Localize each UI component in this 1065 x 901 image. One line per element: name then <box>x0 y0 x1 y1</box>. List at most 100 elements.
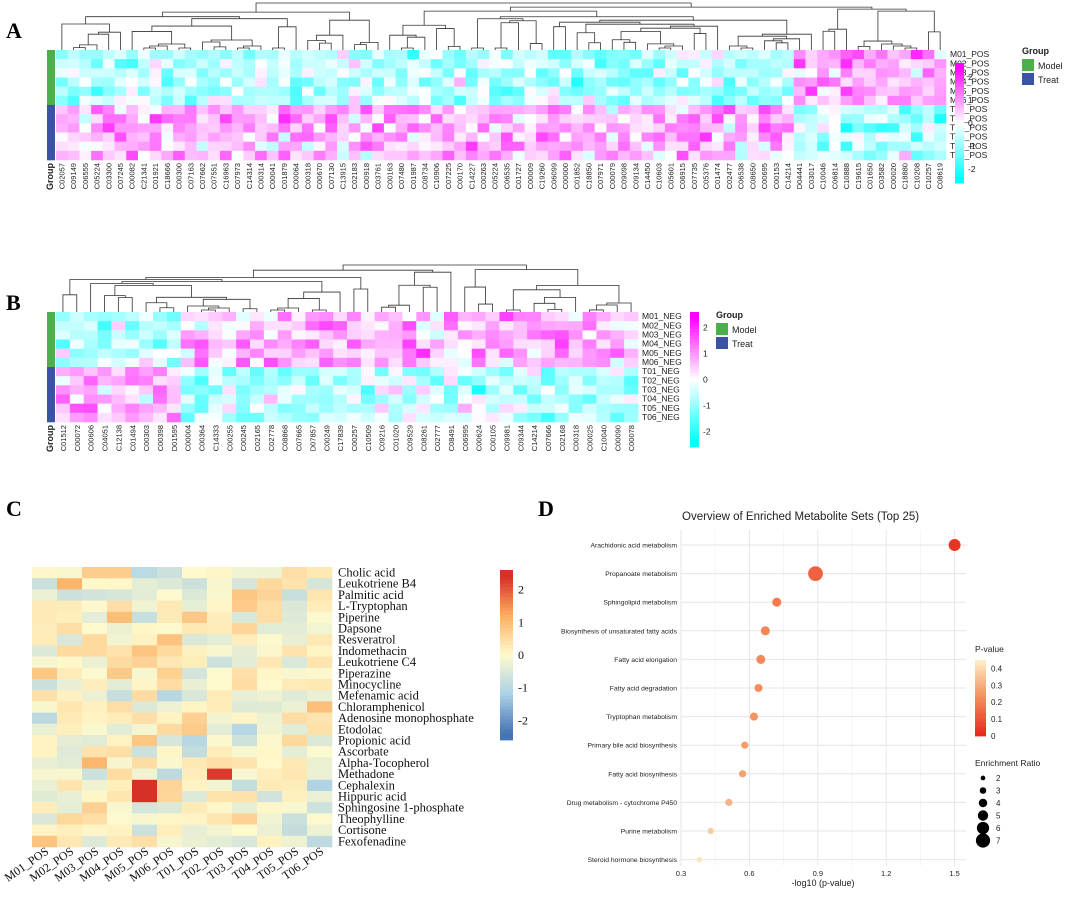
heatmap-cell <box>793 150 806 161</box>
colorbar-segment <box>690 345 699 350</box>
category-label: Fatty acid elongation <box>614 657 677 664</box>
column-label: C00245 <box>239 425 248 451</box>
heatmap-cell <box>793 86 806 97</box>
heatmap-cell <box>305 376 320 386</box>
heatmap-cell <box>82 746 108 758</box>
heatmap-cell <box>430 132 443 142</box>
heatmap-cell <box>69 348 85 359</box>
column-label: C01474 <box>713 163 722 189</box>
heatmap-cell <box>430 68 443 78</box>
heatmap-cell <box>547 59 560 69</box>
heatmap-cell <box>207 835 233 848</box>
dendrogram-branch <box>640 27 701 34</box>
heatmap-cell <box>325 86 338 97</box>
dendrogram-branch <box>255 2 692 13</box>
column-label: C00670 <box>315 163 324 189</box>
heatmap-cell <box>173 105 186 115</box>
heatmap-cell <box>180 403 195 414</box>
heatmap-cell <box>173 77 186 87</box>
heatmap-cell <box>582 403 597 414</box>
column-label: C08650 <box>748 163 757 189</box>
heatmap-cell <box>290 150 303 161</box>
heatmap-cell <box>196 132 209 142</box>
heatmap-cell <box>266 123 279 133</box>
heatmap-cell <box>107 567 133 579</box>
heatmap-cell <box>512 50 525 60</box>
heatmap-cell <box>700 132 713 142</box>
heatmap-cell <box>711 68 724 78</box>
dendrogram-branch <box>98 31 121 50</box>
heatmap-cell <box>57 645 83 657</box>
heatmap-cell <box>107 600 133 613</box>
heatmap-cell <box>125 403 140 414</box>
heatmap-cell <box>157 824 183 837</box>
heatmap-cell <box>524 123 537 133</box>
heatmap-cell <box>161 95 174 106</box>
heatmap-cell <box>137 95 150 106</box>
dendrogram-branch <box>877 10 935 42</box>
heatmap-cell <box>153 403 168 414</box>
heatmap-cell <box>348 59 361 69</box>
colorbar-segment <box>500 610 513 615</box>
heatmap-cell <box>374 321 389 331</box>
heatmap-cell <box>102 141 115 152</box>
heatmap-cell <box>132 712 158 725</box>
heatmap-cell <box>594 50 607 60</box>
dendrogram-branch <box>316 34 344 50</box>
heatmap-cell <box>594 77 607 87</box>
colorbar-segment <box>955 81 964 85</box>
heatmap-cell <box>231 141 244 152</box>
heatmap-cell <box>82 791 108 803</box>
heatmap-cell <box>770 68 783 78</box>
dendrogram-branch <box>213 46 227 50</box>
heatmap-cell <box>875 86 888 97</box>
colorbar-segment <box>955 153 964 157</box>
heatmap-cell <box>257 802 283 814</box>
heatmap-cell <box>277 412 292 423</box>
column-label: C00072 <box>73 425 82 451</box>
heatmap-cell <box>676 114 689 124</box>
heatmap-cell <box>149 50 162 60</box>
heatmap-cell <box>139 412 154 423</box>
heatmap-cell <box>512 95 525 106</box>
heatmap-cell <box>723 150 736 161</box>
heatmap-cell <box>337 114 350 124</box>
heatmap-cell <box>499 348 514 359</box>
heatmap-cell <box>184 132 197 142</box>
heatmap-cell <box>501 132 514 142</box>
panel-b-letter: B <box>6 290 21 315</box>
heatmap-cell <box>402 348 417 359</box>
size-legend-dot <box>978 798 988 808</box>
heatmap-cell <box>266 50 279 60</box>
heatmap-cell <box>430 348 445 359</box>
dendrogram-branch <box>658 47 672 50</box>
heatmap-cell <box>852 86 865 97</box>
heatmap-cell <box>56 50 69 60</box>
colorbar-segment <box>690 355 699 360</box>
heatmap-cell <box>161 68 174 78</box>
heatmap-cell <box>852 123 865 133</box>
colorbar-segment <box>500 658 513 663</box>
heatmap-cell <box>499 412 514 423</box>
heatmap-cell <box>618 141 631 152</box>
heatmap-cell <box>688 132 701 142</box>
heatmap-cell <box>641 114 654 124</box>
heatmap-cell <box>132 735 158 747</box>
heatmap-cell <box>79 86 92 97</box>
heatmap-cell <box>887 150 900 161</box>
heatmap-cell <box>325 50 338 60</box>
heatmap-cell <box>442 105 455 115</box>
heatmap-cell <box>582 412 597 423</box>
colorbar-segment <box>690 349 699 353</box>
heatmap-cell <box>57 623 83 635</box>
colorbar-segment <box>500 648 513 652</box>
heatmap-cell <box>182 802 208 814</box>
heatmap-cell <box>161 50 174 60</box>
heatmap-cell <box>430 105 443 115</box>
heatmap-cell <box>208 132 221 142</box>
column-label: C03300 <box>104 163 113 189</box>
heatmap-cell <box>257 813 283 825</box>
heatmap-cell <box>629 77 642 87</box>
heatmap-cell <box>664 50 677 60</box>
